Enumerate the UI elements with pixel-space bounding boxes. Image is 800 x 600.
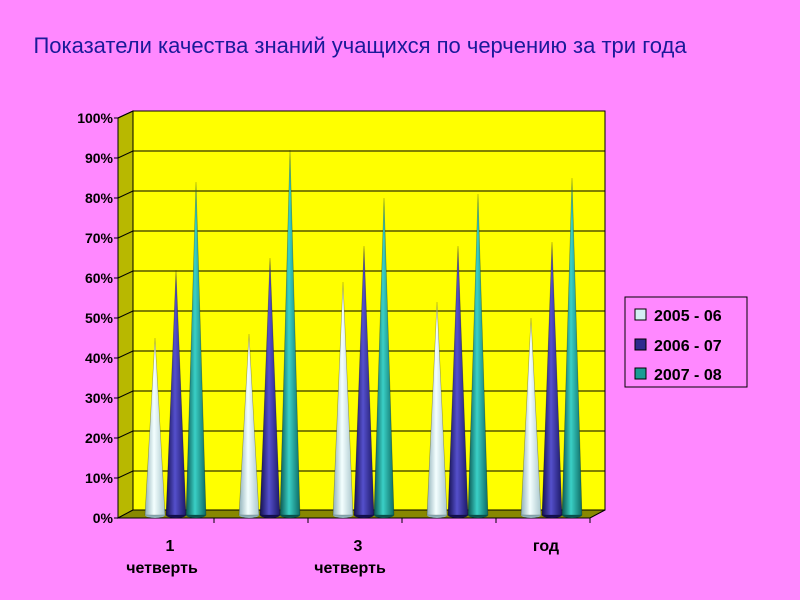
legend-label-2007-08: 2007 - 08 [654,367,722,384]
y-tick-label: 10% [85,470,114,486]
cone-2005-06-2 [238,333,260,518]
gridline [117,110,134,119]
gridline [117,430,134,439]
y-tick-label: 50% [85,310,114,326]
gridline [117,230,134,239]
legend-swatch-2005-06 [634,308,647,321]
cone-2007-08-5 [561,177,583,518]
cone-2006-07-5 [541,241,563,518]
gridline [117,390,134,399]
y-tick-label: 0% [93,510,114,526]
legend: 2005 - 06 2006 - 07 2007 - 08 [624,296,748,388]
legend-label-2006-07: 2006 - 07 [654,338,722,355]
cone-2006-07-4 [447,245,469,518]
gridline [117,270,134,279]
cone-2005-06-4 [426,301,448,518]
cone-2006-07-2 [259,257,281,518]
y-tick-label: 100% [77,110,113,126]
cone-2007-08-3 [373,197,395,518]
gridline [117,350,134,359]
cone-2005-06-3 [332,281,354,518]
gridline [117,310,134,319]
x-tick-label: 3 [354,538,363,555]
x-tick-label: год [533,538,559,555]
cone-2007-08-4 [467,193,489,518]
cone-2006-07-1 [165,269,187,518]
y-tick-label: 20% [85,430,114,446]
legend-box [624,296,748,388]
gridline [117,190,134,199]
legend-swatch-2007-08 [634,367,647,380]
x-tick-label: 1 [166,538,175,555]
cone-2007-08-2 [279,149,301,518]
legend-label-2005-06: 2005 - 06 [654,308,722,325]
cone-2005-06-5 [520,317,542,518]
y-tick-label: 40% [85,350,114,366]
x-tick-label: четверть [314,560,386,577]
x-tick-label: четверть [126,560,198,577]
y-tick-label: 90% [85,150,114,166]
legend-swatch-2006-07 [634,338,647,351]
gridline [117,150,134,159]
chart-title: Показатели качества знаний учащихся по ч… [33,33,687,58]
y-tick-label: 30% [85,390,114,406]
cone-2005-06-1 [144,337,166,518]
y-tick-label: 80% [85,190,114,206]
cone-2007-08-1 [185,181,207,518]
gridline [117,470,134,479]
y-tick-label: 60% [85,270,114,286]
cone-2006-07-3 [353,245,375,518]
y-tick-label: 70% [85,230,114,246]
